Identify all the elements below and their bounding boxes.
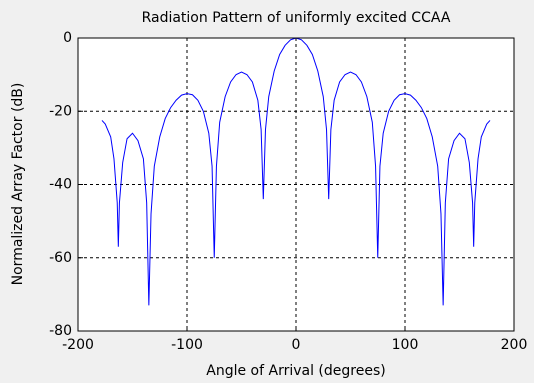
y-tick-label: -80: [49, 323, 72, 339]
x-tick-label: -200: [62, 337, 94, 353]
x-tick-label: 0: [292, 337, 301, 353]
x-axis-label: Angle of Arrival (degrees): [206, 363, 385, 379]
y-axis-label: Normalized Array Factor (dB): [10, 83, 26, 286]
chart-title: Radiation Pattern of uniformly excited C…: [142, 10, 451, 26]
y-tick-label: 0: [63, 30, 72, 46]
y-tick-label: -40: [49, 177, 72, 193]
y-tick-label: -20: [49, 103, 72, 119]
x-tick-label: 200: [501, 337, 528, 353]
y-tick-label: -60: [49, 250, 72, 266]
x-tick-label: -100: [171, 337, 203, 353]
x-tick-label: 100: [392, 337, 419, 353]
plot-frame: [77, 37, 515, 332]
